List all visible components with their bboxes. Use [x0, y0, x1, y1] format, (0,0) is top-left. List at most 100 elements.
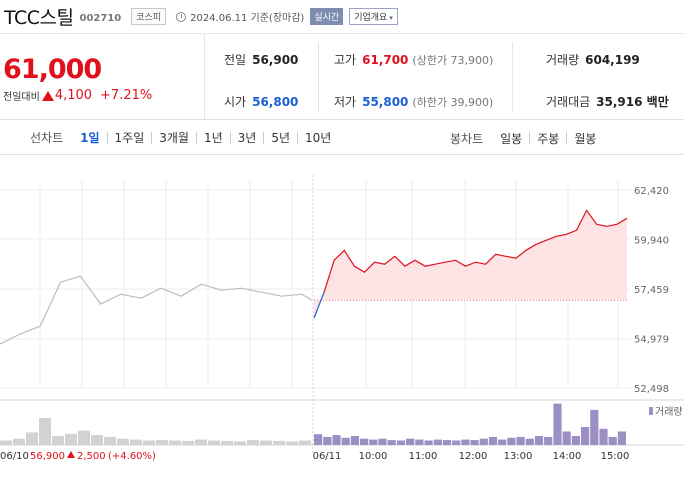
x-tick-label: 10:00 — [359, 451, 388, 462]
current-price: 61,000 — [3, 54, 102, 85]
volume-bar-today — [479, 438, 488, 445]
volume-bar-today — [341, 437, 350, 445]
prev-close: 전일 56,900 — [224, 51, 298, 68]
change-label: 전일대비 — [3, 92, 40, 103]
volume-bar-today — [516, 436, 525, 445]
divider — [566, 132, 568, 144]
divider — [512, 42, 513, 112]
volume-bar-prev — [273, 440, 285, 445]
volume-bar-today — [507, 437, 516, 445]
volume-bar-prev — [143, 440, 155, 445]
tab-3y[interactable]: 3년 — [237, 131, 257, 145]
tab-weekly-candle[interactable]: 주봉 — [537, 131, 560, 146]
volume-bar-today — [617, 431, 626, 445]
candle-chart-label: 봉차트 — [450, 131, 484, 146]
volume-bar-today — [415, 439, 424, 445]
y-tick-label: 62,420 — [634, 186, 669, 197]
divider — [318, 42, 319, 112]
footer-pct: (+4.60%) — [108, 451, 156, 462]
tab-3m[interactable]: 3개월 — [159, 131, 189, 145]
tab-5y[interactable]: 5년 — [271, 131, 291, 145]
volume-bar-today — [599, 428, 608, 445]
amount-label: 거래대금 — [546, 95, 591, 109]
volume-bar-today — [406, 438, 415, 445]
volume-bar-today — [323, 436, 332, 445]
volume-bar-today — [571, 436, 580, 445]
footer-up-triangle-icon — [67, 451, 75, 458]
realtime-button[interactable]: 실시간 — [310, 8, 344, 25]
line-chart-label: 선차트 — [30, 131, 64, 145]
volume-bar-today — [350, 436, 359, 445]
volume-bar-today — [452, 440, 461, 445]
volume-bar-prev — [208, 440, 220, 445]
candle-tabs: 봉차트 일봉 주봉 월봉 — [450, 121, 603, 155]
divider — [297, 131, 299, 144]
base-date: 2024.06.11 기준(장마감) — [190, 13, 305, 24]
volume-bar-today — [433, 439, 442, 445]
volume-bar-today — [525, 438, 534, 445]
up-triangle-icon — [41, 90, 54, 101]
volume-bar-prev — [13, 438, 25, 445]
volume-bar-today — [608, 436, 617, 445]
current-price-box: 61,000 전일대비 4,100 +7.21% — [0, 34, 205, 120]
volume-label: 거래량 — [546, 53, 580, 67]
low-price: 저가 55,800 (하한가 39,900) — [334, 93, 493, 110]
x-tick-label: 14:00 — [553, 451, 582, 462]
open-label: 시가 — [224, 95, 247, 109]
y-tick-label: 54,979 — [634, 334, 669, 345]
volume-bar-prev — [247, 440, 259, 446]
tab-daily-candle[interactable]: 일봉 — [500, 131, 523, 146]
x-tick-label: 11:00 — [409, 451, 438, 462]
price-chart-svg: 62,420 59,940 57,459 54,979 52,498 거래량 06/11 10… — [0, 175, 684, 462]
open-price: 시가 56,800 — [224, 93, 298, 110]
prev-day-line — [0, 275, 313, 345]
prev-close-label: 전일 — [224, 53, 247, 67]
volume-bar-today — [396, 440, 406, 445]
x-tick-label: 13:00 — [504, 451, 533, 462]
volume: 거래량 604,199 — [546, 51, 640, 68]
volume-bar-prev — [65, 433, 77, 446]
y-tick-label: 59,940 — [634, 235, 669, 246]
volume-bar-prev — [221, 440, 233, 445]
volume-bar-prev — [104, 436, 116, 445]
divider — [529, 132, 531, 144]
tab-monthly-candle[interactable]: 월봉 — [574, 131, 597, 146]
tab-1d[interactable]: 1일 — [80, 131, 100, 145]
volume-bar-prev — [78, 430, 90, 445]
volume-bar-today — [378, 438, 387, 445]
company-overview-button[interactable]: 기업개요 ▾ — [349, 8, 398, 25]
volume-bar-today — [553, 403, 562, 445]
chevron-down-icon: ▾ — [389, 14, 393, 22]
tab-1y[interactable]: 1년 — [203, 131, 223, 145]
volume-bar-today — [332, 435, 341, 445]
change-value: 4,100 — [54, 88, 93, 103]
lower-limit: (하한가 39,900) — [412, 96, 494, 109]
chart-toolbar: 선차트 1일 1주일 3개월 1년 3년 5년 10년 봉차트 일봉 주봉 월봉 — [0, 121, 684, 155]
volume-bar-prev — [130, 439, 142, 445]
price-summary: 61,000 전일대비 4,100 +7.21% 전일 56,900 시가 56,8… — [0, 34, 684, 120]
volume-bar-today — [581, 427, 590, 445]
tab-10y[interactable]: 10년 — [305, 131, 332, 145]
volume-bar-today — [498, 439, 507, 445]
change-row: 전일대비 4,100 +7.21% — [3, 88, 152, 103]
change-percent: +7.21% — [100, 88, 153, 103]
volume-bar-prev — [299, 440, 311, 445]
volume-bar-prev — [117, 438, 129, 445]
divider — [151, 131, 153, 144]
divider — [106, 131, 108, 144]
footer-date: 06/10 — [0, 451, 29, 462]
stock-code: 002710 — [79, 13, 122, 24]
volume-bar-prev — [286, 441, 298, 445]
volume-bar-today — [461, 439, 470, 445]
volume-bar-today — [488, 436, 498, 445]
tab-1w[interactable]: 1주일 — [114, 131, 145, 145]
volume-bar-prev — [52, 436, 64, 445]
low-value: 55,800 — [362, 95, 409, 109]
open-value: 56,800 — [252, 95, 299, 109]
volume-bar-prev — [169, 440, 181, 445]
volume-bar-today — [387, 440, 396, 446]
upper-limit: (상한가 73,900) — [412, 54, 494, 67]
high-label: 고가 — [334, 53, 357, 67]
volume-bar-today — [424, 440, 433, 445]
volume-bar-prev — [39, 418, 51, 445]
